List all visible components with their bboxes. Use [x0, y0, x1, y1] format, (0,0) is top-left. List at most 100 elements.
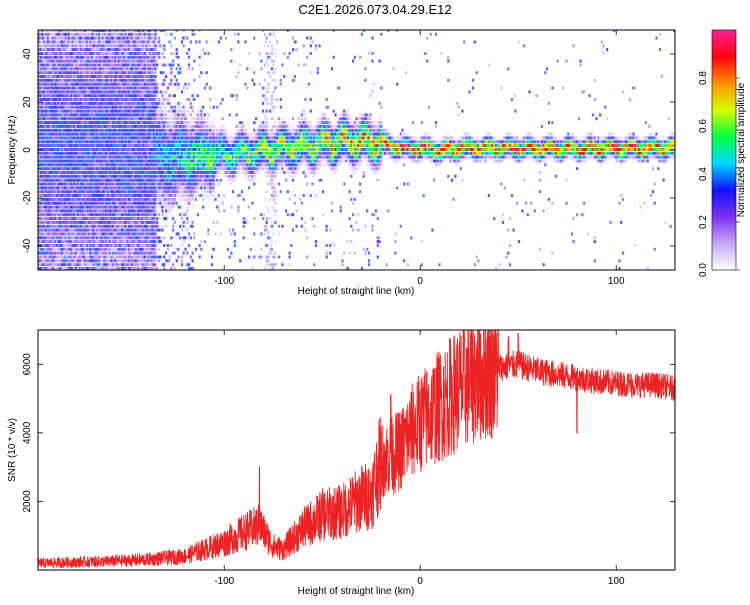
spectrogram-cell: [156, 83, 158, 86]
spectrogram-cell: [154, 263, 156, 266]
spectrogram-cell: [160, 236, 162, 239]
spectrogram-cell: [174, 37, 176, 40]
spectrogram-cell: [188, 263, 190, 266]
spectrogram-cell: [190, 40, 192, 43]
spectrogram-cell: [176, 52, 178, 55]
spectrogram-cell: [154, 213, 156, 216]
spectrogram-cell: [163, 256, 165, 259]
spectrogram-cell: [172, 60, 174, 63]
spectrogram-cell: [163, 98, 165, 101]
spectrogram-cell: [192, 110, 194, 113]
spectrogram-cell: [154, 206, 156, 209]
spectrogram-cell: [174, 75, 176, 78]
spectrogram-cell: [181, 40, 183, 43]
spectrogram-cell: [176, 198, 178, 201]
spectrogram-cell: [179, 225, 181, 228]
spectrogram-cell: [163, 236, 165, 239]
spectrogram-cell: [183, 252, 185, 255]
spectrogram-cell: [186, 110, 188, 113]
spectrogram-cell: [158, 37, 160, 40]
spectrogram-cell: [154, 94, 156, 97]
spectrogram-cell: [156, 87, 158, 90]
spectrogram-cell: [169, 102, 171, 105]
spectrogram-cell: [162, 229, 164, 232]
spectrogram-cell: [169, 256, 171, 259]
spectrogram-cell: [192, 106, 194, 109]
spectrogram-cell: [163, 71, 165, 74]
spectrogram-cell: [181, 263, 183, 266]
spectrogram-cell: [170, 67, 172, 70]
spectrogram-cell: [169, 259, 171, 262]
spectrogram-cell: [163, 48, 165, 51]
spectrogram-cell: [179, 71, 181, 74]
spectrogram-cell: [190, 102, 192, 105]
spectrogram-cell: [154, 67, 156, 70]
spectrogram-cell: [162, 94, 164, 97]
spectrogram-cell: [188, 98, 190, 101]
spectrogram-cell: [179, 213, 181, 216]
spectrogram-cell: [186, 229, 188, 232]
spectrogram-cell: [158, 52, 160, 55]
spectrogram-cell: [186, 52, 188, 55]
spectrogram-cell: [154, 244, 156, 247]
spectrogram-cell: [184, 113, 186, 116]
spectrogram-cell: [181, 102, 183, 105]
spectrogram-cell: [162, 225, 164, 228]
spectrogram-cell: [170, 33, 172, 36]
spectrogram-cell: [170, 71, 172, 74]
spectrogram-cell: [162, 90, 164, 93]
spectrogram-cell: [172, 236, 174, 239]
spectrogram-cell: [163, 244, 165, 247]
spectrogram-cell: [169, 110, 171, 113]
spectrogram-cell: [188, 206, 190, 209]
spectrogram-cell: [158, 248, 160, 251]
spectrogram-cell: [186, 87, 188, 90]
spectrogram-cell: [160, 56, 162, 59]
spectrogram-cell: [177, 64, 179, 67]
spectrogram-cell: [188, 48, 190, 51]
spectrogram-cell: [176, 67, 178, 70]
spectrogram-cell: [165, 217, 167, 220]
spectrogram-cell: [193, 232, 195, 235]
spectrogram-cell: [181, 217, 183, 220]
spectrogram-cell: [192, 67, 194, 70]
spectrogram-cell: [154, 44, 156, 47]
spectrogram-cell: [188, 244, 190, 247]
spectrogram-cell: [176, 259, 178, 262]
spectrogram-cell: [170, 83, 172, 86]
spectrogram-cell: [172, 229, 174, 232]
spectrogram-cell: [156, 217, 158, 220]
spectrogram-cell: [183, 225, 185, 228]
spectrogram-cell: [154, 259, 156, 262]
spectrogram-cell: [158, 259, 160, 262]
spectrogram-cell: [154, 71, 156, 74]
spectrogram-cell: [192, 252, 194, 255]
spectrogram-cell: [165, 252, 167, 255]
spectrogram-cell: [154, 79, 156, 82]
spectrogram-cell: [165, 113, 167, 116]
spectrogram-cell: [172, 52, 174, 55]
spectrogram-cell: [172, 263, 174, 266]
spectrogram-cell: [162, 52, 164, 55]
spectrogram-cell: [184, 248, 186, 251]
spectrogram-cell: [163, 83, 165, 86]
spectrogram-cell: [167, 244, 169, 247]
spectrogram-cell: [165, 106, 167, 109]
spectrogram-cell: [193, 236, 195, 239]
spectrogram-cell: [179, 236, 181, 239]
spectrogram-cell: [162, 213, 164, 216]
chart-title: C2E1.2026.073.04.29.E12: [298, 2, 451, 17]
spectrogram-cell: [174, 221, 176, 224]
spectrogram-cell: [179, 206, 181, 209]
spectrogram-cell: [165, 64, 167, 67]
spectrogram-cell: [165, 75, 167, 78]
spectrogram-cell: [190, 236, 192, 239]
spectrogram-cell: [167, 248, 169, 251]
spectrogram-cell: [192, 206, 194, 209]
spectrogram-cell: [186, 252, 188, 255]
spectrogram-cell: [184, 213, 186, 216]
spectrogram-cell: [172, 225, 174, 228]
spectrogram-cell: [163, 79, 165, 82]
